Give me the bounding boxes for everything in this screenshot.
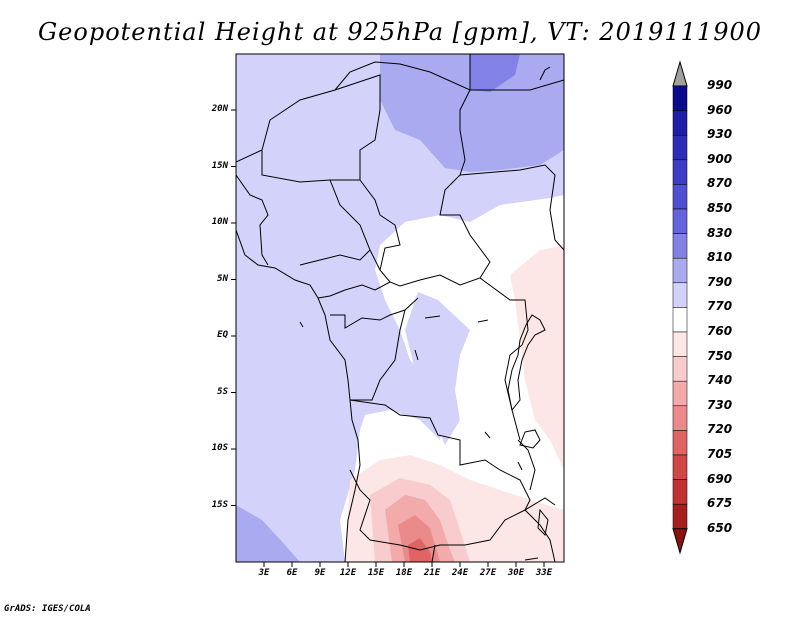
field-region-congo [405, 292, 470, 445]
colorbar-segment [672, 331, 688, 357]
colorbar-level-label: 750 [707, 348, 733, 363]
field-region-highest [470, 54, 520, 92]
colorbar-segment [672, 503, 688, 530]
colorbar-under-arrow [672, 528, 688, 555]
colorbar-level-label: 870 [707, 176, 733, 191]
colorbar-segment [672, 454, 688, 480]
y-tick-label: EQ [217, 330, 228, 340]
colorbar-segment [672, 134, 688, 161]
field-region-sw [236, 505, 300, 562]
y-tick-label: 20N [211, 104, 228, 114]
x-tick-label: 6E [286, 568, 298, 578]
map-border [235, 53, 565, 563]
colorbar-over-arrow [672, 60, 688, 87]
colorbar-segment [672, 85, 688, 111]
y-tick-label: 10N [211, 217, 228, 227]
y-tick-label: 5N [217, 273, 228, 284]
colorbar-segment [672, 233, 688, 259]
x-tick-label: 15E [367, 568, 385, 578]
x-tick-label: 24E [451, 568, 469, 578]
colorbar-level-label: 650 [707, 520, 733, 535]
x-tick-label: 18E [395, 568, 413, 578]
colorbar-segment [672, 159, 688, 185]
colorbar-segment [672, 479, 688, 505]
colorbar-level-label: 960 [707, 102, 733, 117]
colorbar-level-label: 900 [707, 151, 733, 166]
y-tick-label: 15N [211, 160, 228, 171]
colorbar-level-label: 740 [707, 373, 733, 388]
colorbar-level-label: 770 [707, 299, 733, 314]
colorbar-segment [672, 184, 688, 210]
colorbar-segment [672, 380, 688, 407]
colorbar-level-label: 705 [707, 447, 733, 461]
x-tick-label: 21E [423, 568, 441, 578]
colorbar-level-label: 830 [707, 225, 733, 240]
colorbar-level-label: 850 [707, 201, 733, 215]
colorbar [672, 60, 688, 555]
colorbar-level-label: 930 [707, 127, 733, 142]
colorbar-segment [672, 405, 688, 431]
colorbar-segment [672, 282, 688, 308]
colorbar-level-label: 990 [707, 78, 733, 92]
colorbar-level-label: 790 [707, 274, 733, 289]
colorbar-segment [672, 257, 688, 284]
colorbar-segment [672, 430, 688, 456]
x-tick-label: 30E [507, 568, 525, 578]
y-tick-label: 10S [211, 443, 228, 453]
colorbar-segment [672, 356, 688, 382]
field-region-low4 [398, 515, 440, 562]
y-tick-label: 5S [217, 386, 228, 397]
colorbar-segment [672, 208, 688, 234]
country-borders [236, 54, 564, 562]
x-tick-label: 12E [339, 568, 357, 578]
colorbar-level-label: 720 [707, 422, 733, 437]
field-region-low1 [510, 245, 564, 470]
colorbar-level-label: 760 [707, 324, 733, 338]
x-tick-label: 9E [314, 568, 326, 578]
field-region-high [380, 54, 564, 172]
colorbar-level-label: 730 [707, 397, 733, 412]
x-tick-marks [263, 562, 545, 567]
colorbar-segment [672, 110, 688, 136]
colorbar-level-label: 810 [707, 250, 733, 265]
colorbar-level-label: 675 [707, 496, 733, 511]
colorbar-segment [672, 307, 688, 333]
y-tick-marks [231, 109, 236, 506]
y-tick-label: 15S [211, 499, 228, 510]
colorbar-level-label: 690 [707, 471, 733, 486]
map-plot-area [236, 54, 564, 562]
map-title: Geopotential Height at 925hPa [gpm], VT:… [38, 18, 762, 46]
grads-credit: GrADS: IGES/COLA [4, 604, 91, 614]
x-tick-label: 33E [535, 568, 553, 578]
x-tick-label: 27E [479, 568, 497, 578]
x-tick-label: 3E [258, 568, 270, 578]
